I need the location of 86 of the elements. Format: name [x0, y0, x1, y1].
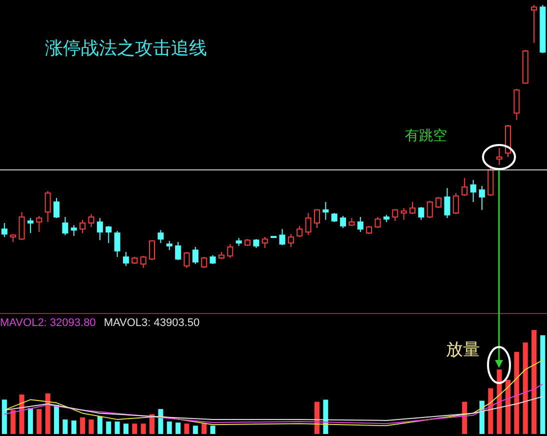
candlestick: [201, 256, 208, 268]
bar: [114, 422, 120, 434]
bar: [506, 380, 510, 434]
bar: [80, 417, 86, 434]
candlestick: [444, 188, 450, 219]
bar: [496, 370, 502, 434]
candlestick: [44, 190, 51, 222]
bar: [192, 426, 198, 434]
candlestick: [54, 198, 60, 219]
bar: [62, 419, 68, 434]
candlestick: [452, 192, 459, 215]
candlestick: [62, 216, 68, 236]
candlestick: [106, 225, 112, 244]
bar: [158, 409, 164, 434]
bar: [166, 422, 172, 434]
candlestick: [227, 244, 234, 259]
candlestick: [374, 216, 381, 229]
candlestick: [496, 148, 502, 166]
bar: [19, 394, 24, 434]
candlestick: [462, 178, 468, 196]
bar: [106, 422, 112, 434]
candlestick: [340, 215, 346, 229]
candlestick: [288, 234, 294, 248]
candlestick: [436, 196, 442, 209]
text: 涨停战法之攻击追线: [45, 37, 207, 60]
candlestick: [96, 218, 103, 241]
candlestick: [184, 251, 190, 268]
bar: [176, 422, 181, 434]
candlestick: [426, 200, 433, 219]
candlestick: [418, 206, 424, 220]
candlestick: [18, 211, 25, 241]
bar: [2, 400, 7, 434]
bar: [532, 330, 537, 434]
candlestick: [166, 240, 172, 251]
bar: [28, 408, 33, 434]
bar: [36, 409, 42, 434]
candlestick: [322, 201, 329, 220]
candlestick: [149, 240, 156, 261]
candlestick: [70, 224, 77, 236]
candlestick: [114, 230, 120, 258]
bar: [97, 416, 102, 434]
candlestick: [1, 222, 8, 238]
bar: [540, 335, 546, 434]
candlestick: [158, 230, 164, 244]
candlestick: [279, 228, 286, 246]
bar: [479, 400, 484, 434]
bar: [71, 420, 76, 434]
candlestick: [305, 212, 312, 236]
candlestick: [392, 208, 398, 222]
annotation: 放量: [446, 339, 480, 361]
candlestick: [36, 215, 42, 232]
bar: [54, 404, 60, 434]
bar: [488, 388, 494, 434]
candlestick: [314, 208, 320, 229]
candlestick: [357, 216, 364, 232]
annotation: 有跳空: [405, 127, 447, 145]
bar: [140, 424, 146, 434]
candlestick: [514, 88, 520, 120]
candlestick: [400, 208, 407, 220]
bar: [123, 424, 128, 434]
candlestick: [470, 179, 476, 202]
bar: [514, 352, 520, 434]
candlestick: [122, 251, 129, 266]
candlestick: [296, 225, 303, 238]
bar: [522, 342, 528, 434]
bar: [10, 410, 16, 434]
candlestick: [175, 241, 182, 261]
text: MAVOL2: 32093.80: [0, 317, 96, 329]
bar: [202, 424, 207, 434]
candlestick: [80, 219, 86, 234]
candlestick: [262, 236, 268, 249]
candlestick: [409, 201, 416, 215]
bar: [132, 424, 138, 434]
bar: [184, 424, 190, 434]
candlestick: [88, 214, 94, 228]
candlestick: [478, 185, 485, 210]
bar: [45, 393, 50, 434]
bar: [150, 414, 155, 434]
candlestick: [27, 218, 34, 234]
bar: [462, 402, 468, 434]
bar: [210, 426, 216, 434]
candlestick: [531, 5, 538, 44]
bar: [88, 419, 94, 434]
text: MAVOL3: 43903.50: [104, 317, 200, 329]
candlestick: [140, 255, 146, 268]
candlestick: [192, 246, 198, 265]
